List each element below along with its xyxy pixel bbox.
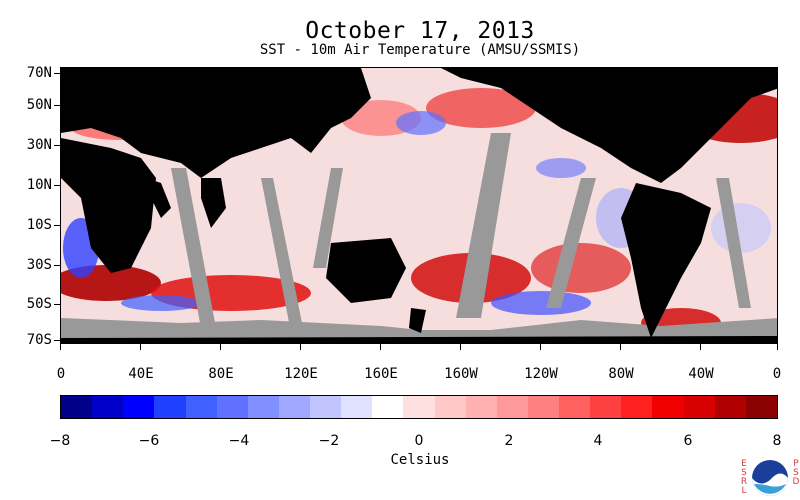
lon-label-120e: 120E xyxy=(284,366,318,382)
warm-patch-north-pacific xyxy=(426,88,536,128)
colorbar-label: 6 xyxy=(683,433,693,449)
warm-patch-se-pacific xyxy=(531,243,631,293)
colorbar-label: 8 xyxy=(772,433,782,449)
lon-label-120w: 120W xyxy=(524,366,558,382)
missing-swath xyxy=(261,178,306,343)
missing-swath xyxy=(716,178,751,308)
lon-label-80w: 80W xyxy=(608,366,634,382)
colorbar-label: −8 xyxy=(49,433,71,449)
colorbar-unit: Celsius xyxy=(390,452,450,468)
eurasia xyxy=(61,68,371,178)
colorbar-swatch xyxy=(652,396,684,418)
colorbar-swatch xyxy=(621,396,653,418)
colorbar-swatch xyxy=(434,396,466,418)
missing-swath xyxy=(456,133,511,318)
greenland xyxy=(641,68,777,98)
map-graphic xyxy=(61,68,777,343)
colorbar-swatch xyxy=(496,396,528,418)
colorbar-swatch xyxy=(247,396,279,418)
lon-label-40w: 40W xyxy=(688,366,714,382)
sst-difference-map xyxy=(60,67,778,344)
colorbar-swatch xyxy=(123,396,155,418)
colorbar-label: −4 xyxy=(228,433,250,449)
colorbar-label: 2 xyxy=(504,433,514,449)
map-title: October 17, 2013 xyxy=(305,18,535,44)
lat-label-10s: 10S xyxy=(26,217,52,233)
colorbar-label: 0 xyxy=(414,433,424,449)
colorbar-swatch xyxy=(372,396,404,418)
colorbar-swatch xyxy=(185,396,217,418)
australia xyxy=(326,238,406,303)
colorbar-swatch xyxy=(745,396,777,418)
colorbar-swatch xyxy=(465,396,497,418)
colorbar-swatch xyxy=(341,396,373,418)
colorbar-swatch xyxy=(590,396,622,418)
colorbar xyxy=(60,395,778,419)
africa xyxy=(61,138,156,273)
colorbar-swatch xyxy=(92,396,124,418)
lat-label-70s: 70S xyxy=(26,332,52,348)
lat-label-50n: 50N xyxy=(26,97,52,113)
colorbar-swatch xyxy=(61,396,93,418)
lat-label-30n: 30N xyxy=(26,137,52,153)
missing-swath xyxy=(546,178,596,308)
lat-label-70n: 70N xyxy=(26,65,52,81)
cool-patch-southern-ocean xyxy=(491,291,591,315)
cool-patch-east-pacific xyxy=(536,158,586,178)
lon-label-0: 0 xyxy=(56,366,66,382)
lon-label-80e: 80E xyxy=(208,366,234,382)
cool-patch-south-atlantic xyxy=(711,203,771,253)
colorbar-label: −6 xyxy=(138,433,160,449)
lat-label-50s: 50S xyxy=(26,296,52,312)
south-america xyxy=(621,183,711,338)
colorbar-label: −2 xyxy=(318,433,340,449)
arabia xyxy=(146,178,171,218)
colorbar-label: 4 xyxy=(593,433,603,449)
india xyxy=(201,178,226,228)
cool-patch-japan xyxy=(396,111,446,135)
colorbar-swatch xyxy=(714,396,746,418)
colorbar-swatch xyxy=(310,396,342,418)
lon-label-160w: 160W xyxy=(444,366,478,382)
lat-label-10n: 10N xyxy=(26,177,52,193)
lon-label-0-east: 0 xyxy=(772,366,782,382)
colorbar-swatch xyxy=(403,396,435,418)
colorbar-swatch xyxy=(278,396,310,418)
lon-label-40e: 40E xyxy=(128,366,154,382)
map-subtitle: SST - 10m Air Temperature (AMSU/SSMIS) xyxy=(259,42,581,58)
lat-label-30s: 30S xyxy=(26,257,52,273)
north-america xyxy=(441,68,777,183)
missing-swath xyxy=(313,168,343,268)
antarctica xyxy=(61,336,777,343)
noaa-emblem-icon xyxy=(752,460,788,496)
cool-patch-south-indian xyxy=(121,295,201,311)
colorbar-swatch xyxy=(154,396,186,418)
missing-swath xyxy=(171,168,216,328)
colorbar-swatch xyxy=(559,396,591,418)
colorbar-swatch xyxy=(216,396,248,418)
new-zealand xyxy=(409,308,426,333)
colorbar-swatch xyxy=(683,396,715,418)
colorbar-swatch xyxy=(527,396,559,418)
lon-label-160e: 160E xyxy=(364,366,398,382)
